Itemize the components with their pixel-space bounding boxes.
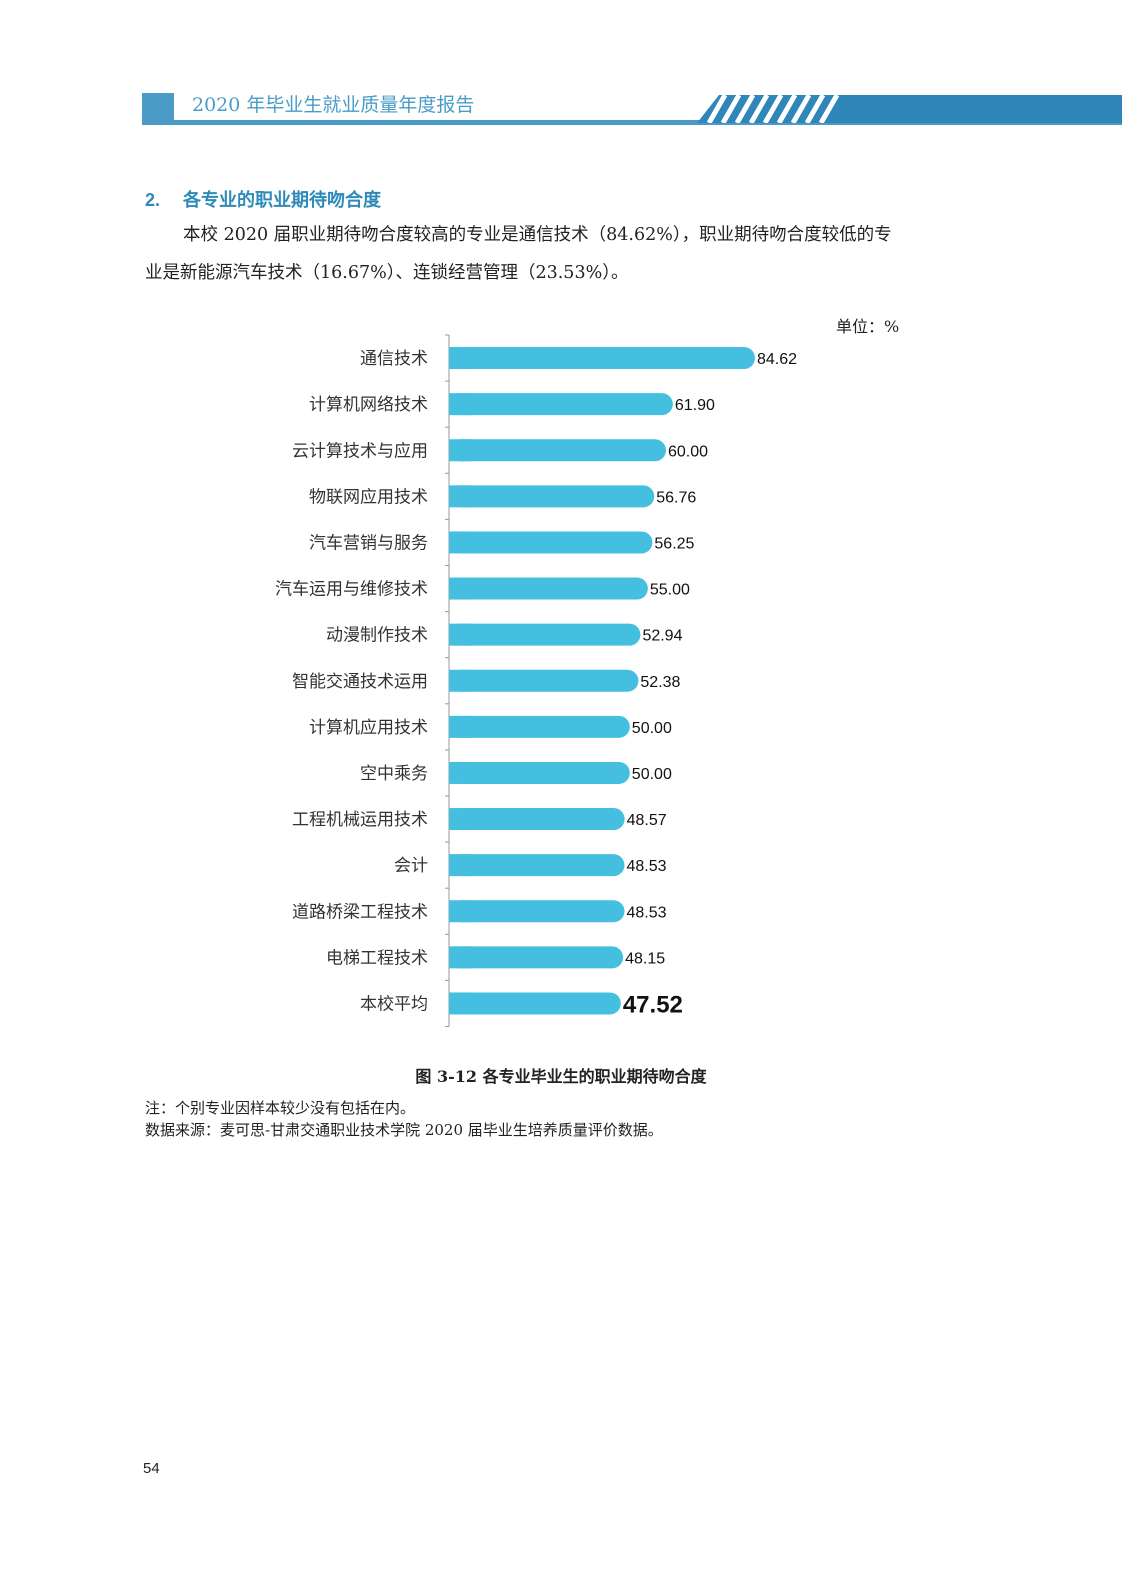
bar-base [449,531,471,554]
bar [449,808,625,831]
value-label: 47.52 [623,991,683,1018]
value-label: 55.00 [650,582,690,599]
header-accent-block [142,93,174,125]
header-stripes-decoration [697,95,1122,123]
category-label: 动漫制作技术 [326,626,428,646]
bar [449,715,630,738]
category-label: 汽车运用与维修技术 [275,580,428,600]
page-header: 2020 年毕业生就业质量年度报告 [142,93,1122,127]
category-label: 计算机应用技术 [309,718,428,738]
bar [449,992,621,1015]
bar-base [449,485,471,508]
bar [449,485,655,508]
category-label: 道路桥梁工程技术 [292,902,428,922]
category-label: 智能交通技术运用 [292,672,428,692]
value-label: 48.53 [626,858,666,875]
bar-base [449,715,471,738]
category-label: 电梯工程技术 [326,948,428,968]
header-rule [142,120,1122,125]
category-label: 会计 [394,856,428,876]
bar-base [449,393,471,416]
figure-caption: 图 3-12 各专业毕业生的职业期待吻合度 [415,1067,707,1086]
bar [449,669,639,692]
value-label: 60.00 [668,443,708,460]
value-label: 50.00 [632,720,672,737]
page-number: 54 [143,1460,160,1477]
value-label: 56.25 [654,535,694,552]
note-text: 注：个别专业因样本较少没有包括在内。 [145,1099,416,1117]
section-number: 2. [145,190,161,210]
bar [449,946,624,969]
category-label: 云计算技术与应用 [292,441,428,461]
value-label: 50.00 [632,766,672,783]
bar-base [449,761,471,784]
category-label: 空中乘务 [360,764,428,784]
data-source-text: 数据来源：麦可思-甘肃交通职业技术学院 2020 届毕业生培养质量评价数据。 [145,1121,663,1139]
bar [449,854,625,877]
bar [449,393,673,416]
chart-unit-label: 单位：% [836,317,900,336]
bar [449,439,666,462]
category-label: 工程机械运用技术 [292,810,428,830]
category-label: 物联网应用技术 [309,487,428,507]
bar-base [449,992,471,1015]
value-label: 52.94 [642,628,682,645]
bar-base [449,347,471,370]
bar [449,761,630,784]
bar [449,577,648,600]
category-label: 通信技术 [360,349,428,369]
paragraph-line-1: 本校 2020 届职业期待吻合度较高的专业是通信技术（84.62%），职业期待吻… [183,225,892,245]
value-label: 61.90 [675,397,715,414]
bar [449,623,641,646]
value-label: 52.38 [640,674,680,691]
value-label: 48.15 [625,950,665,967]
bar [449,531,653,554]
category-label: 汽车营销与服务 [309,533,428,553]
section-title-text: 各专业的职业期待吻合度 [183,190,381,211]
bar [449,900,625,923]
bar [449,347,755,370]
section-heading: 2. 各专业的职业期待吻合度 [145,186,381,212]
value-label: 48.57 [627,812,667,829]
bar-base [449,623,471,646]
bar-base [449,577,471,600]
bar-base [449,946,471,969]
value-label: 84.62 [757,351,797,368]
bar-base [449,808,471,831]
header-stripe-marks [706,95,840,123]
category-label: 计算机网络技术 [309,395,428,415]
bar-base [449,900,471,923]
value-label: 48.53 [626,904,666,921]
header-title: 2020 年毕业生就业质量年度报告 [192,94,475,116]
bar-base [449,669,471,692]
bar-base [449,439,471,462]
value-label: 56.76 [656,489,696,506]
bar-base [449,854,471,877]
paragraph-line-2: 业是新能源汽车技术（16.67%）、连锁经营管理（23.53%）。 [145,263,629,283]
category-label: 本校平均 [360,994,428,1014]
